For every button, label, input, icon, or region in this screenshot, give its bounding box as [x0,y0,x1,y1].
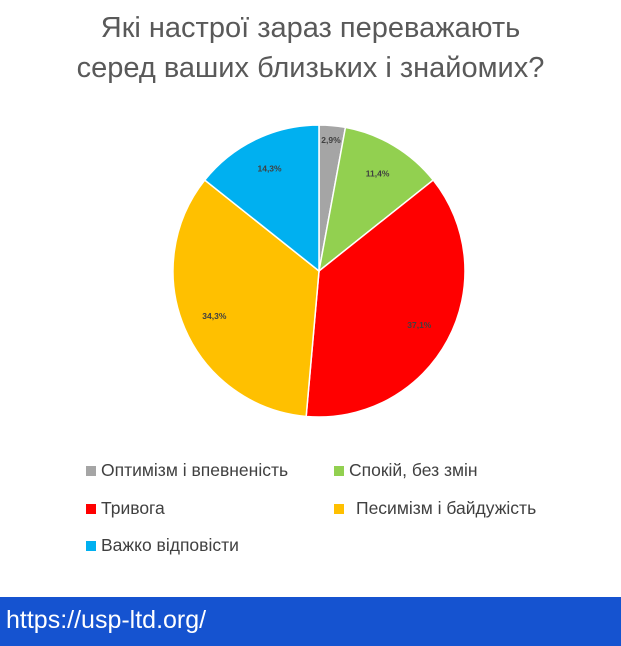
footer-bar: https://usp-ltd.org/ [0,597,621,646]
chart-title-line-1: Які настрої зараз переважають [100,12,521,44]
legend-item-pessimism: Песимізм і байдужість [334,498,536,519]
legend-item-anxiety: Тривога [86,498,165,519]
legend-item-calm: Спокій, без змін [334,460,478,481]
legend-swatch [86,465,96,476]
footer-url[interactable]: https://usp-ltd.org/ [6,606,207,634]
legend-item-optimism: Оптимізм і впевненість [86,460,288,481]
legend-label: Оптимізм і впевненість [101,460,289,480]
data-label: 2,9% [321,135,341,145]
legend-label: Песимізм і байдужість [356,498,537,518]
legend-swatch [86,540,96,551]
data-label: 34,3% [202,311,227,321]
pie-chart: 2,9% 11,4% 37,1% 34,3% 14,3% [172,124,466,418]
data-label: 11,4% [366,168,390,178]
pie-slice [172,179,320,418]
legend-swatch [86,503,96,514]
legend-label: Спокій, без змін [349,460,478,480]
data-label: 14,3% [257,163,282,173]
pie-slice [203,124,320,273]
legend-swatch [334,503,344,514]
legend-label: Тривога [101,498,165,518]
legend-swatch [334,465,344,476]
pie-slice [317,126,435,273]
legend-label: Важко відповісти [101,535,239,555]
legend-item-hard-to-say: Важко відповісти [86,535,239,556]
data-label: 37,1% [407,320,432,330]
chart-title: Які настрої зараз переважають серед ваши… [0,8,621,88]
pie-slice [305,179,466,418]
chart-title-line-2: серед ваших близьких і знайомих? [76,52,545,84]
